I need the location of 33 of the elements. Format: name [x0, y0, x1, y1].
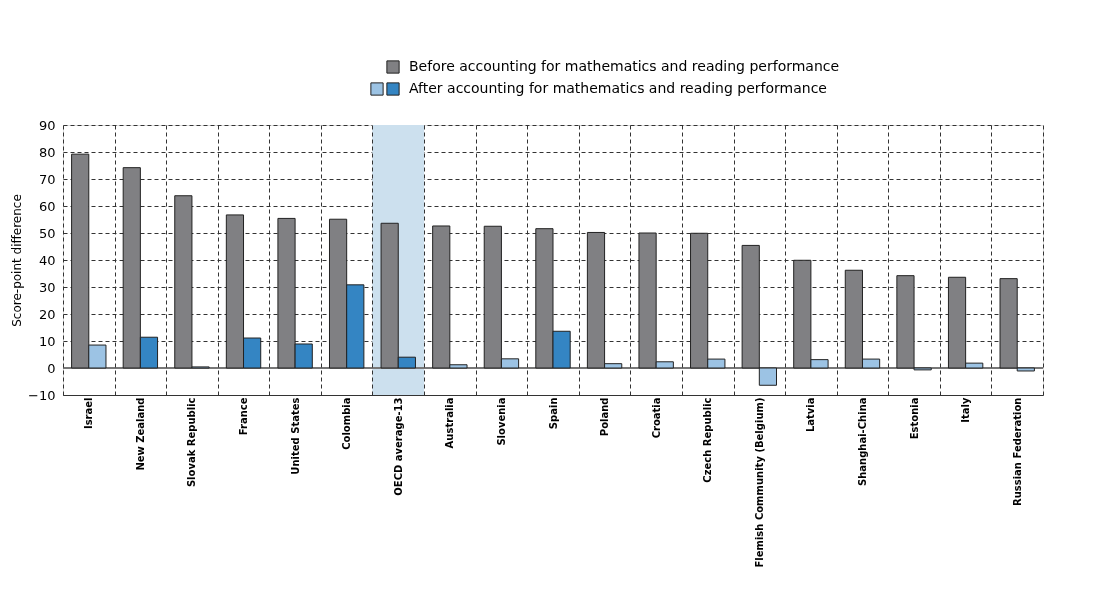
x-tick-label: United States — [289, 397, 301, 475]
x-tick-label: Australia — [444, 397, 456, 449]
x-tick-label: Croatia — [650, 397, 662, 439]
legend-label: After accounting for mathematics and reading performance — [409, 80, 827, 96]
x-tick-label: Poland — [599, 397, 611, 437]
y-axis-title: Score-point difference — [10, 194, 25, 327]
y-tick-label: 70 — [38, 171, 56, 187]
x-tick-label: Shanghai-China — [856, 397, 868, 487]
y-tick-label: 40 — [38, 252, 56, 268]
x-tick-label: New Zealand — [134, 397, 146, 471]
x-tick-label: Flemish Community (Belgium) — [753, 397, 765, 568]
x-tick-label: Colombia — [341, 397, 353, 450]
x-tick-label: OECD average-13 — [392, 397, 404, 496]
x-tick-label: Italy — [960, 397, 972, 423]
x-tick-label: Israel — [83, 397, 95, 430]
x-tick-label: Spain — [547, 397, 559, 430]
y-tick-label: 80 — [38, 144, 56, 160]
y-tick-label: 30 — [38, 279, 56, 295]
y-tick-label: 50 — [38, 225, 56, 241]
x-tick-label: Czech Republic — [702, 397, 714, 483]
x-tick-label: Latvia — [805, 397, 817, 433]
x-tick-label: Slovenia — [495, 397, 507, 446]
x-tick-label: Estonia — [908, 397, 920, 440]
y-tick-label: −10 — [28, 387, 56, 403]
x-tick-label: Russian Federation — [1011, 397, 1023, 507]
y-tick-label: 0 — [47, 360, 56, 376]
x-tick-label: France — [238, 397, 250, 436]
legend-label: Before accounting for mathematics and reading performance — [409, 58, 840, 74]
y-tick-label: 90 — [38, 117, 56, 133]
y-tick-label: 60 — [38, 198, 56, 214]
y-tick-label: 20 — [38, 306, 56, 322]
y-tick-label: 10 — [38, 333, 56, 349]
x-tick-label: Slovak Republic — [186, 397, 198, 488]
